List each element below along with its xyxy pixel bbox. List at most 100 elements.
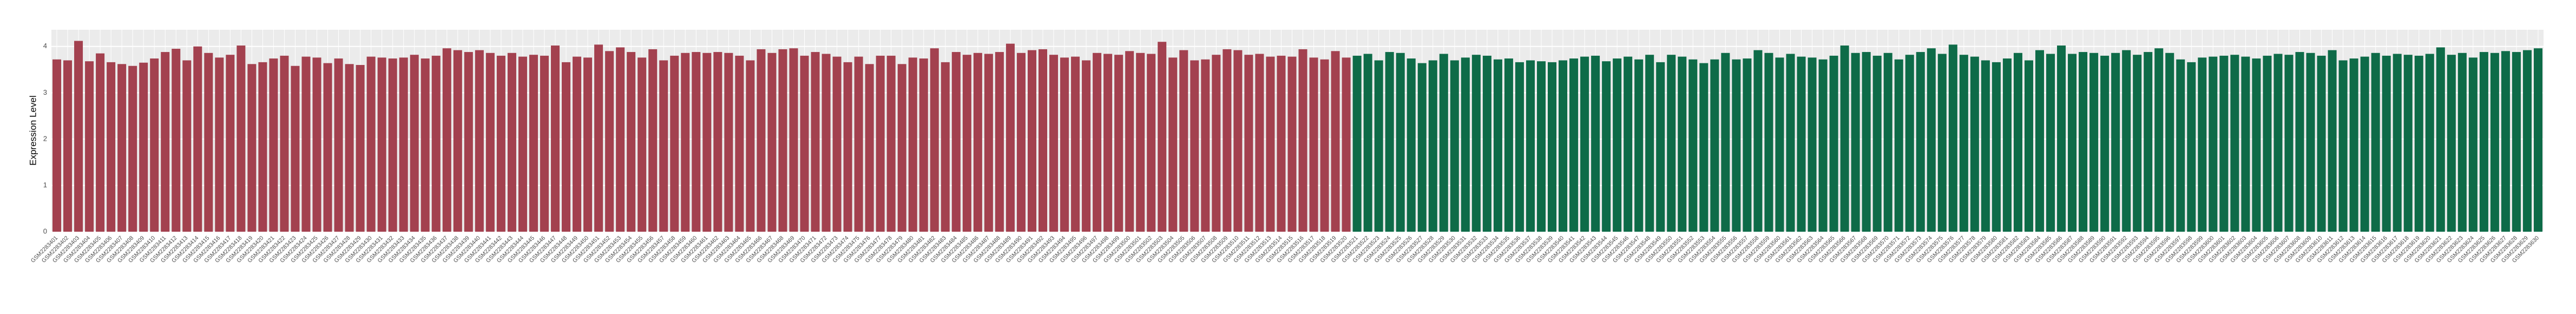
bar (2219, 55, 2229, 232)
bar (161, 52, 170, 232)
bar (984, 54, 993, 232)
bar (431, 55, 441, 232)
bar (323, 63, 332, 232)
bar (2490, 53, 2499, 232)
bar (1352, 55, 1362, 232)
bar (1103, 54, 1113, 232)
bar (2403, 55, 2413, 232)
bar (139, 62, 148, 232)
bar (410, 55, 419, 232)
bar (2122, 50, 2131, 232)
bar (2046, 54, 2055, 232)
bar (2068, 54, 2077, 232)
bar (1667, 55, 1676, 232)
bar (1493, 59, 1502, 232)
bar (1743, 58, 1752, 232)
bar (1027, 50, 1036, 232)
bar (1840, 45, 1849, 232)
bar (659, 60, 668, 232)
bar (236, 45, 246, 232)
bar (1536, 61, 1546, 232)
bar (1201, 59, 1210, 232)
bar (2165, 53, 2174, 232)
bar (2187, 62, 2196, 232)
bar (605, 51, 614, 232)
bar (1937, 54, 1947, 232)
bar (1266, 56, 1275, 232)
bar (485, 53, 495, 232)
bar (1710, 59, 1719, 232)
bar (2479, 52, 2488, 232)
bar (507, 53, 516, 232)
bar (420, 58, 430, 232)
bar (735, 55, 744, 232)
bar (1331, 51, 1340, 232)
bar (1808, 57, 1817, 232)
bar (1970, 56, 1979, 232)
bar (767, 53, 777, 232)
bar (1927, 48, 1936, 232)
bar (453, 50, 462, 232)
bar (1255, 54, 1264, 232)
bar (399, 57, 408, 232)
bar (2425, 54, 2434, 232)
bar (475, 50, 484, 232)
bar (1223, 49, 1232, 232)
bar (1407, 58, 1416, 232)
bar (2306, 53, 2315, 232)
bar (356, 65, 365, 232)
bar (2013, 53, 2022, 232)
bar (464, 52, 473, 232)
bar (811, 52, 820, 232)
bar (366, 56, 376, 232)
bar (692, 52, 701, 232)
bar (2533, 48, 2542, 232)
bar (854, 56, 863, 232)
bar (247, 64, 257, 232)
bar (1233, 50, 1243, 232)
bar (150, 58, 159, 232)
bar (757, 49, 766, 232)
y-tick-label: 4 (43, 42, 47, 50)
bar (74, 41, 83, 232)
bar (897, 64, 906, 232)
bar (1894, 59, 1903, 232)
bar (583, 57, 593, 232)
bar (1862, 52, 1871, 232)
bar (1504, 58, 1513, 232)
bar (377, 57, 386, 232)
bar (63, 60, 73, 232)
bar (1602, 61, 1611, 232)
y-axis-title: Expression Level (28, 95, 38, 165)
bar (2089, 53, 2099, 232)
bar (1764, 53, 1773, 232)
bar (2414, 55, 2423, 232)
bar (1732, 59, 1741, 232)
bar (1374, 60, 1383, 232)
bar (908, 57, 917, 232)
bar (995, 52, 1004, 232)
bar (1797, 56, 1806, 232)
bar (2002, 58, 2012, 232)
bar (2338, 60, 2348, 232)
bar (800, 55, 809, 232)
bar (1277, 55, 1286, 232)
bar (52, 59, 62, 232)
bar (172, 49, 181, 232)
bar (280, 55, 289, 232)
bar (1559, 60, 1568, 232)
bar (2447, 55, 2456, 232)
bar (117, 64, 127, 232)
bar (616, 47, 625, 232)
bar (2198, 57, 2207, 232)
bar (724, 53, 733, 232)
bar (930, 48, 939, 232)
bar (496, 55, 505, 232)
bar (1872, 55, 1882, 232)
bar (2393, 54, 2402, 232)
bar (1179, 50, 1188, 232)
bar (1624, 56, 1633, 232)
bar (2468, 57, 2478, 232)
y-tick-label: 2 (43, 134, 47, 142)
bar (1093, 53, 1102, 232)
